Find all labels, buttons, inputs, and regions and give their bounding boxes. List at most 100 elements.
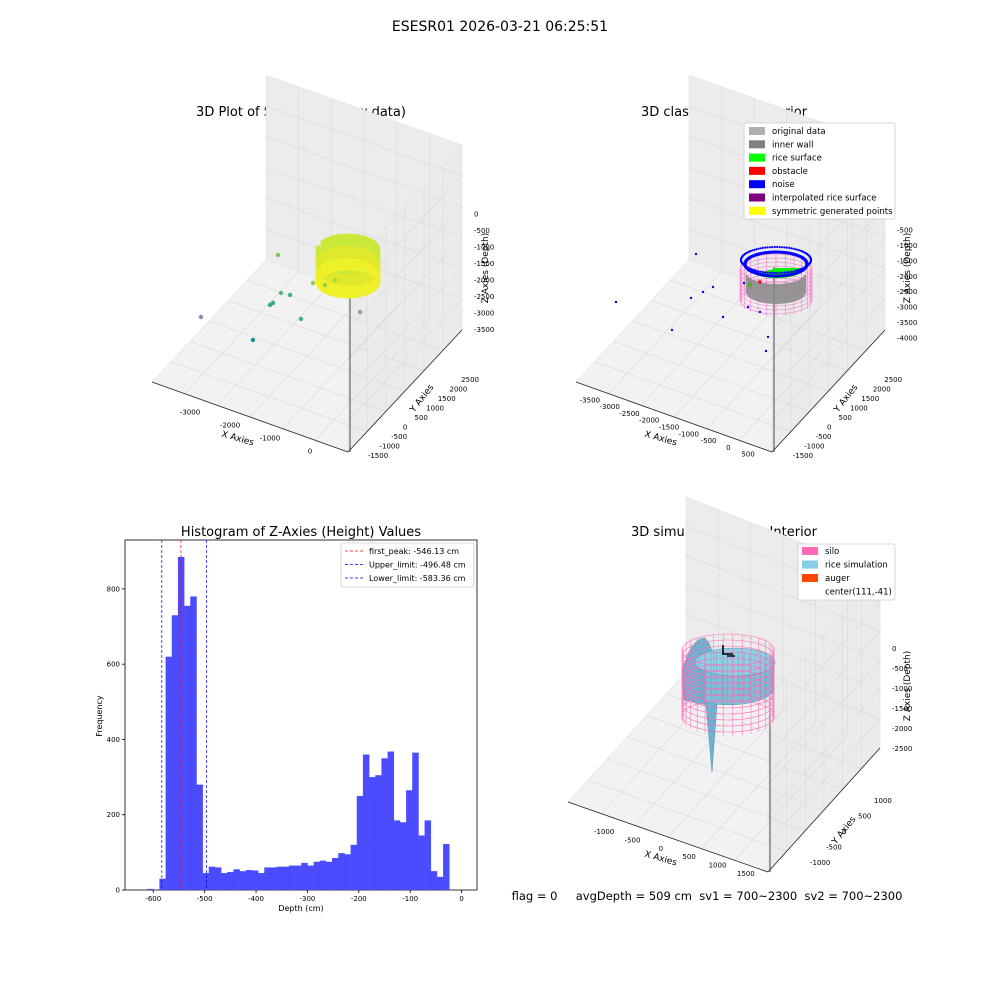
obstacle-point: [747, 282, 753, 288]
histogram-bar: [369, 777, 376, 890]
noise-point: [783, 271, 786, 274]
z-tick-label: 0: [892, 645, 896, 653]
noise-point: [792, 270, 795, 273]
noise-point: [776, 271, 779, 275]
legend-label: inner wall: [772, 140, 813, 150]
auger-marker: [722, 645, 733, 655]
y-tick-label: 200: [107, 811, 120, 819]
noise-point: [794, 248, 797, 251]
x-tick-label: 500: [682, 853, 695, 861]
data-point: [316, 269, 321, 275]
data-point: [310, 280, 316, 286]
noise-point: [670, 328, 674, 332]
histogram-bar: [227, 871, 234, 890]
data-point: [287, 292, 293, 298]
x-tick-label: 0: [659, 845, 663, 853]
legend-swatch: [749, 193, 765, 202]
histogram-bar: [276, 866, 284, 890]
y-tick-label: -1000: [810, 859, 830, 867]
noise-point: [776, 245, 779, 249]
noise-point: [796, 248, 799, 251]
data-point: [278, 290, 284, 296]
histogram-legend: [340, 542, 475, 588]
histogram-bar: [418, 835, 425, 890]
noise-point: [764, 349, 768, 353]
data-point: [316, 261, 321, 267]
histogram-bar: [430, 871, 438, 890]
classify-xlabel: X Axies: [643, 430, 678, 449]
noise-point: [796, 269, 799, 272]
data-point: [198, 314, 204, 320]
legend-swatch: [802, 560, 818, 569]
histogram-title: Histogram of Z-Axies (Height) Values: [181, 525, 421, 540]
simulation-3d-plot: -1000-500050010001500-1000-500050010000-…: [567, 496, 912, 878]
x-tick-label: 0: [459, 895, 463, 903]
noise-point: [778, 271, 781, 274]
noise-point: [751, 249, 754, 252]
x-tick-label: -2000: [220, 422, 240, 430]
histogram-bar: [387, 751, 395, 890]
noise-point: [771, 246, 774, 249]
legend-label: center(111,-41): [825, 588, 892, 598]
histogram-bar: [214, 867, 222, 890]
legend-label: noise: [772, 180, 795, 190]
data-point: [316, 245, 321, 251]
data-point: [316, 253, 321, 259]
noise-point: [790, 270, 793, 273]
x-tick-label: -1000: [594, 828, 614, 836]
data-point: [375, 274, 381, 280]
histogram-bar: [443, 844, 450, 890]
legend-swatch: [749, 140, 765, 149]
grid-line: [265, 105, 463, 299]
x-tick-label: -500: [197, 895, 213, 903]
x-axis-line: [575, 381, 773, 453]
simulation-legend: silo rice simulation auger center(111,-41): [797, 543, 896, 601]
histogram-bar: [264, 867, 271, 890]
x-tick-label: 0: [726, 444, 730, 452]
x-tick-label: 500: [741, 451, 754, 459]
data-point: [275, 252, 281, 258]
noise-point: [764, 271, 767, 274]
figure-suptitle: ESESR01 2026-03-21 06:25:51: [392, 19, 608, 35]
y-tick-label: 500: [415, 414, 428, 422]
x-tick-label: -1000: [260, 435, 280, 443]
z-tick-label: -1000: [892, 685, 912, 693]
histogram-bar: [406, 790, 413, 890]
noise-point: [773, 245, 776, 249]
data-point: [375, 270, 381, 276]
noise-point: [746, 305, 750, 309]
data-point: [375, 262, 381, 268]
raw-zlabel: Z Axies (Depth): [481, 233, 491, 304]
z-tick-label: -500: [897, 227, 913, 235]
data-point: [316, 265, 321, 271]
y-tick-label: 600: [107, 661, 120, 669]
y-tick-label: 0: [842, 828, 846, 836]
legend-swatch: [749, 166, 765, 175]
legend-label: Lower_limit: -583.36 cm: [369, 574, 466, 583]
histogram-bar: [177, 556, 185, 890]
x-tick-label: -1500: [659, 424, 679, 432]
histogram-bar: [295, 865, 302, 890]
z-tick-label: -4000: [897, 334, 917, 342]
z-tick-label: 0: [474, 210, 478, 218]
z-tick-label: -3500: [474, 326, 494, 334]
x-tick-label: -2000: [639, 417, 659, 425]
y-tick-label: 400: [107, 736, 120, 744]
noise-point: [775, 274, 779, 278]
y-tick-label: -1500: [793, 452, 813, 460]
data-point: [316, 257, 321, 263]
noise-point: [694, 252, 698, 256]
legend-swatch: [749, 180, 765, 189]
z-tick-label: -3000: [474, 309, 494, 317]
histogram-bar: [288, 865, 296, 890]
z-tick-label: -2000: [892, 725, 912, 733]
y-tick-label: -500: [826, 844, 842, 852]
y-tick-label: 0: [116, 887, 120, 895]
data-point: [250, 337, 256, 343]
y-tick-label: 0: [403, 424, 407, 432]
data-point: [316, 249, 321, 255]
legend-swatch: [749, 127, 765, 135]
histogram-bar: [344, 854, 351, 890]
obstacle-point: [758, 280, 762, 284]
